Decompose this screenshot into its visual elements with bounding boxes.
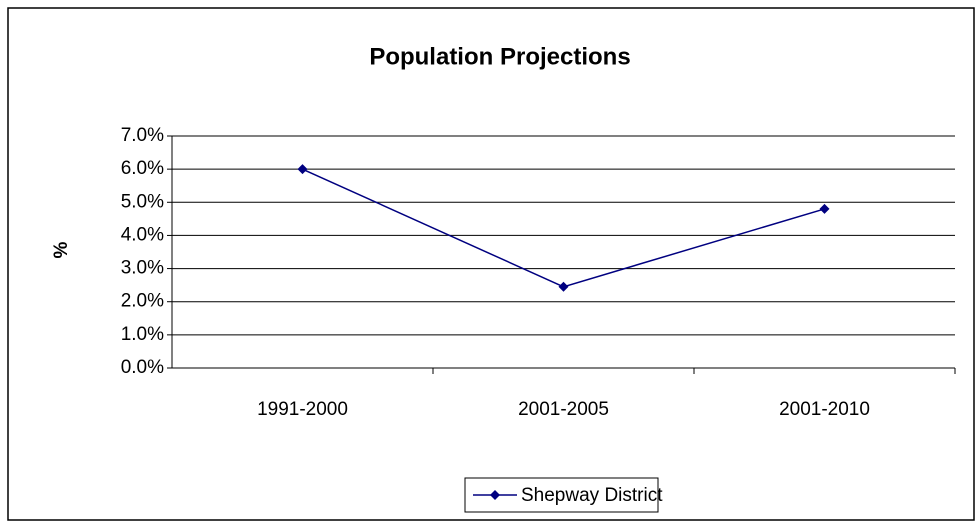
chart-border [7, 7, 975, 521]
chart-title: Population Projections [369, 43, 630, 70]
legend-marker [490, 490, 500, 500]
y-axis-label: % [51, 241, 72, 258]
y-tick-label: 2.0% [121, 291, 164, 312]
y-tick-label: 4.0% [121, 224, 164, 245]
data-point [297, 164, 308, 175]
x-tick-label: 2001-2010 [779, 399, 870, 420]
y-tick-label: 5.0% [121, 191, 164, 212]
x-tick-label: 1991-2000 [257, 399, 348, 420]
y-tick-label: 3.0% [121, 258, 164, 279]
y-tick-label: 7.0% [121, 125, 164, 146]
legend-label: Shepway District [521, 485, 663, 506]
y-tick-label: 0.0% [121, 357, 164, 378]
y-tick-label: 6.0% [121, 158, 164, 179]
data-point [558, 281, 569, 292]
y-tick-label: 1.0% [121, 324, 164, 345]
data-point [819, 203, 830, 214]
x-tick-label: 2001-2005 [518, 399, 609, 420]
